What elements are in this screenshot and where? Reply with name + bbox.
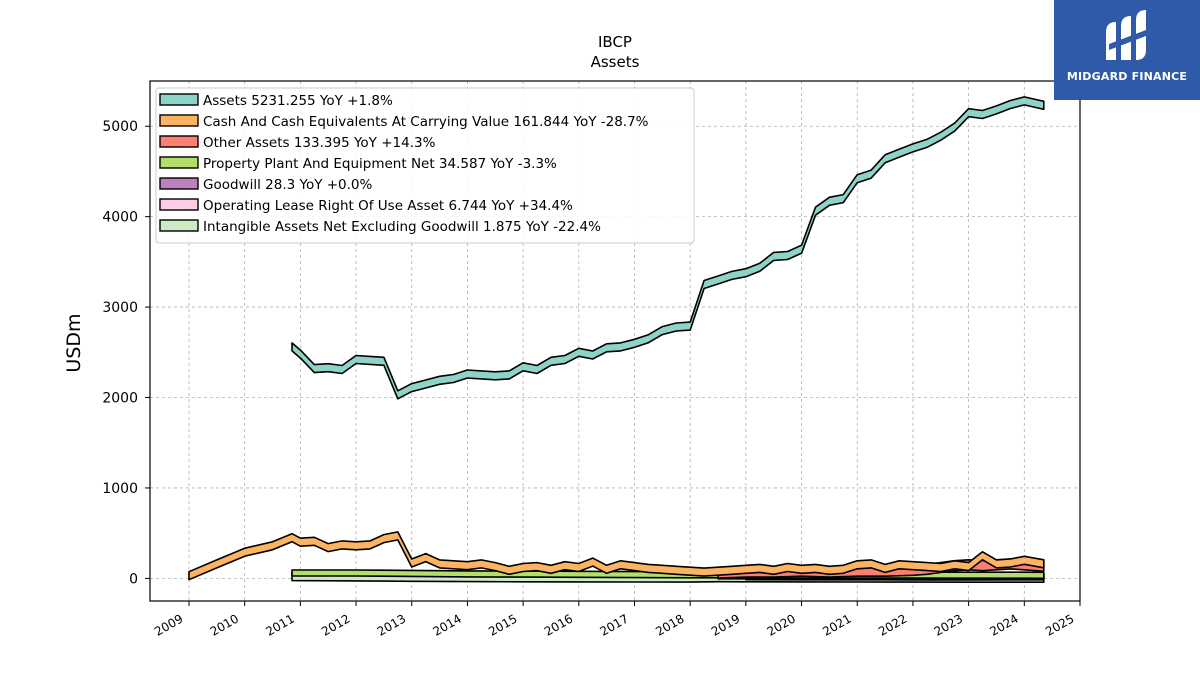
legend-entry: Operating Lease Right Of Use Asset 6.744… xyxy=(203,198,573,214)
y-axis-label: USDm xyxy=(63,313,85,372)
chart-title: IBCP xyxy=(598,33,632,51)
x-tick-label: 2012 xyxy=(319,611,352,638)
legend-entry: Other Assets 133.395 YoY +14.3% xyxy=(203,135,436,151)
y-tick-label: 3000 xyxy=(102,300,138,316)
brand-name: MIDGARD FINANCE xyxy=(1066,70,1188,83)
y-tick-label: 2000 xyxy=(102,391,138,407)
x-tick-label: 2023 xyxy=(932,611,965,638)
x-tick-label: 2010 xyxy=(208,611,241,638)
series-cash-and-cash-equivalents-at-carrying-value xyxy=(188,531,1045,581)
x-tick-label: 2009 xyxy=(152,611,185,638)
legend-entry: Cash And Cash Equivalents At Carrying Va… xyxy=(203,114,649,130)
x-tick-label: 2014 xyxy=(430,611,463,638)
plot-frame xyxy=(149,80,1081,602)
x-tick-label: 2022 xyxy=(876,611,909,638)
legend-box xyxy=(155,87,695,244)
y-tick-label: 4000 xyxy=(102,210,138,226)
plot-area xyxy=(188,96,1045,584)
x-tick-label: 2021 xyxy=(820,611,853,638)
x-tick-label: 2013 xyxy=(375,611,408,638)
x-tick-label: 2016 xyxy=(542,611,575,638)
legend-swatch xyxy=(159,156,199,169)
legend-swatch xyxy=(159,198,199,211)
y-tick-label: 5000 xyxy=(102,119,138,135)
x-tick-label: 2015 xyxy=(486,611,519,638)
x-tick-label: 2025 xyxy=(1043,611,1076,638)
x-tick-label: 2019 xyxy=(709,611,742,638)
legend-entry: Goodwill 28.3 YoY +0.0% xyxy=(203,177,373,193)
brand-mark-icon xyxy=(1106,10,1146,60)
chart-subtitle: Assets xyxy=(591,53,640,71)
legend-swatch xyxy=(159,219,199,232)
y-tick-label: 1000 xyxy=(102,481,138,497)
y-tick-label: 0 xyxy=(129,571,138,587)
legend-swatch xyxy=(159,114,199,127)
x-tick-label: 2011 xyxy=(263,611,296,638)
legend-entry: Property Plant And Equipment Net 34.587 … xyxy=(203,156,557,172)
legend-entry: Intangible Assets Net Excluding Goodwill… xyxy=(203,219,601,235)
legend-swatch xyxy=(159,177,199,190)
x-tick-label: 2020 xyxy=(765,611,798,638)
brand-logo: MIDGARD FINANCE xyxy=(1054,0,1200,100)
legend: Assets 5231.255 YoY +1.8% Cash And Cash E… xyxy=(155,87,695,244)
legend-swatch xyxy=(159,93,199,106)
x-tick-label: 2024 xyxy=(987,611,1020,638)
series-assets xyxy=(291,96,1045,400)
x-tick-label: 2018 xyxy=(653,611,686,638)
x-tick-label: 2017 xyxy=(598,611,631,638)
legend-swatch xyxy=(159,135,199,148)
legend-entry: Assets 5231.255 YoY +1.8% xyxy=(203,93,393,109)
